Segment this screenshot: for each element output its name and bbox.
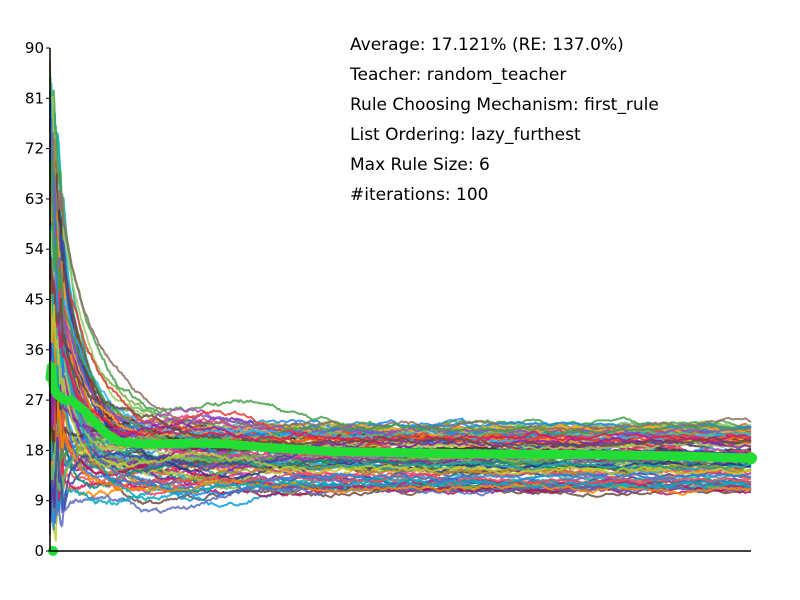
run-lines [49, 60, 752, 542]
run-line [49, 129, 752, 447]
y-tick-label: 90 [25, 39, 44, 57]
run-line [49, 233, 752, 434]
y-tick-label: 9 [34, 492, 44, 510]
run-line [49, 171, 752, 438]
y-tick-label: 36 [25, 341, 44, 359]
annotation-max-rule-size: Max Rule Size: 6 [350, 155, 490, 175]
run-line [49, 200, 751, 436]
run-line [49, 261, 752, 497]
y-tick-label: 54 [25, 240, 44, 258]
y-tick-label: 18 [25, 441, 44, 459]
run-line [49, 359, 752, 486]
run-line [49, 429, 752, 501]
run-line [49, 92, 752, 498]
y-tick-label: 0 [34, 542, 44, 560]
run-line [49, 168, 752, 447]
y-ticks: 0 9 18 27 36 45 54 63 72 81 90 [25, 39, 50, 560]
run-line [49, 95, 751, 432]
y-tick-label: 63 [25, 190, 44, 208]
run-line [49, 128, 752, 447]
annotation-iterations: #iterations: 100 [350, 185, 489, 205]
run-line [49, 60, 752, 465]
y-tick-label: 81 [25, 89, 44, 107]
annotation-average: Average: 17.121% (RE: 137.0%) [350, 35, 624, 55]
run-line [49, 100, 752, 443]
run-line [49, 279, 752, 476]
run-line [49, 257, 752, 449]
annotation-rule-mechanism: Rule Choosing Mechanism: first_rule [350, 95, 659, 115]
average-end-point [745, 452, 757, 465]
run-line [49, 272, 752, 496]
run-line [49, 255, 752, 502]
annotation-list-ordering: List Ordering: lazy_furthest [350, 125, 581, 145]
annotation-teacher: Teacher: random_teacher [349, 65, 566, 85]
run-line [49, 65, 752, 447]
run-line [49, 89, 752, 432]
average-line [45, 362, 756, 463]
y-tick-label: 45 [25, 291, 44, 309]
y-tick-label: 27 [25, 391, 44, 409]
y-tick-label: 72 [25, 140, 44, 158]
run-line [49, 159, 752, 460]
info-box: Average: 17.121% (RE: 137.0%) Teacher: r… [349, 35, 659, 205]
